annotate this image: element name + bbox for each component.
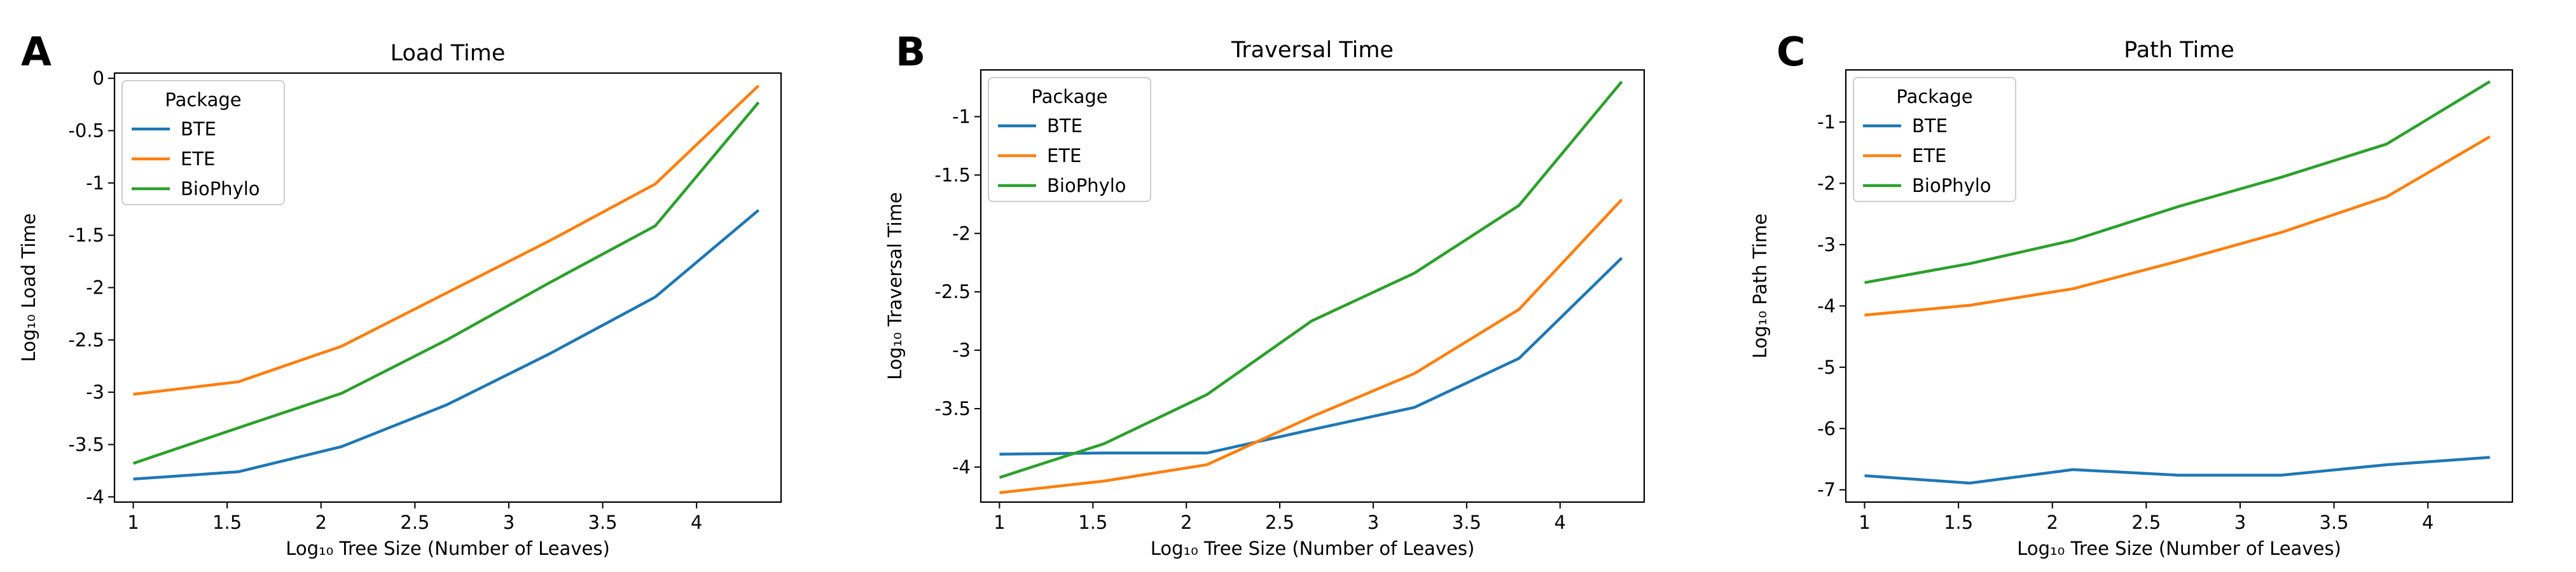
x-tick-label: 4 bbox=[1555, 512, 1566, 533]
y-tick-label: 0 bbox=[93, 67, 104, 89]
y-tick-label: -3.5 bbox=[68, 433, 104, 455]
y-tick-label: -2.5 bbox=[68, 329, 104, 351]
legend-title: Package bbox=[1031, 86, 1107, 107]
y-tick-label: -0.5 bbox=[68, 120, 104, 142]
x-tick-label: 1.5 bbox=[212, 512, 242, 533]
legend-entry-ete: ETE bbox=[181, 148, 215, 170]
series-line-biophylo bbox=[1864, 80, 2491, 284]
plot-frame bbox=[980, 69, 1645, 503]
chart-title: Load Time bbox=[391, 41, 506, 66]
legend-title: Package bbox=[165, 89, 241, 111]
legend-box bbox=[121, 80, 285, 205]
y-tick-label: -4 bbox=[1817, 295, 1836, 317]
y-tick-label: -3 bbox=[86, 381, 104, 403]
legend: Package BTE ETE BioPhylo bbox=[1853, 77, 2016, 202]
series-line-ete bbox=[999, 198, 1623, 494]
x-tick-label: 4 bbox=[2422, 512, 2434, 533]
legend-entry-biophylo: BioPhylo bbox=[181, 178, 260, 200]
y-tick-label: -6 bbox=[1817, 418, 1836, 439]
y-tick-label: -1.5 bbox=[68, 224, 104, 246]
x-tick-label: 2 bbox=[315, 512, 327, 533]
legend: Package BTE ETE BioPhylo bbox=[988, 77, 1151, 202]
y-tick-label: -7 bbox=[1817, 479, 1836, 501]
y-tick-label: -2 bbox=[86, 277, 104, 299]
y-tick-label: -1.5 bbox=[934, 164, 971, 186]
series-line-bte bbox=[999, 257, 1623, 456]
x-tick-label: 3 bbox=[1368, 512, 1379, 533]
legend-entry-bte: BTE bbox=[1047, 115, 1083, 137]
chart-panel-b: B Traversal Time 1 1.5 2 2.5 3 3.5 4 -4 -3.5 -3 -2.5… bbox=[884, 29, 1645, 559]
series-line-ete bbox=[1864, 135, 2491, 317]
series-line-biophylo bbox=[132, 101, 760, 465]
y-axis-label: Log₁₀ Path Time bbox=[1749, 214, 1771, 358]
x-tick-label: 3 bbox=[503, 512, 515, 533]
panel-letter: A bbox=[21, 29, 52, 75]
x-axis-label: Log₁₀ Tree Size (Number of Leaves) bbox=[286, 538, 610, 559]
x-tick-label: 1.5 bbox=[1078, 512, 1107, 533]
legend-entry-biophylo: BioPhylo bbox=[1912, 175, 1991, 196]
y-tick-label: -2.5 bbox=[934, 281, 971, 303]
x-tick-label: 1 bbox=[127, 512, 139, 533]
x-tick-label: 1 bbox=[994, 512, 1005, 533]
legend-entry-ete: ETE bbox=[1912, 145, 1946, 167]
series-line-ete bbox=[133, 85, 760, 396]
y-tick-label: -1 bbox=[86, 172, 104, 194]
x-tick-label: 2.5 bbox=[400, 512, 429, 533]
x-tick-label: 2.5 bbox=[1265, 512, 1294, 533]
x-tick-label: 3.5 bbox=[2319, 512, 2348, 533]
y-tick-label: -5 bbox=[1817, 357, 1836, 378]
legend-entry-bte: BTE bbox=[181, 118, 216, 140]
x-tick-label: 4 bbox=[691, 512, 702, 533]
legend: Package BTE ETE BioPhylo bbox=[121, 80, 285, 205]
y-tick-label: -2 bbox=[952, 222, 971, 244]
y-tick-label: -1 bbox=[952, 106, 971, 128]
x-axis-label: Log₁₀ Tree Size (Number of Leaves) bbox=[1151, 538, 1475, 559]
y-tick-label: -4 bbox=[86, 486, 104, 508]
x-tick-label: 1 bbox=[1859, 512, 1870, 533]
x-tick-label: 2 bbox=[1181, 512, 1192, 533]
legend-box bbox=[1853, 77, 2016, 202]
y-axis-label: Log₁₀ Load Time bbox=[18, 213, 39, 362]
y-tick-label: -3.5 bbox=[934, 398, 971, 419]
series-line-bte bbox=[1864, 456, 2490, 485]
series-line-biophylo bbox=[999, 80, 1623, 479]
legend-box bbox=[988, 77, 1151, 202]
y-axis-label: Log₁₀ Traversal Time bbox=[884, 192, 906, 379]
x-axis-label: Log₁₀ Tree Size (Number of Leaves) bbox=[2017, 538, 2341, 559]
y-tick-label: -3 bbox=[952, 339, 971, 361]
y-tick-label: -1 bbox=[1817, 111, 1836, 133]
y-tick-label: -4 bbox=[952, 456, 971, 478]
panel-letter: C bbox=[1776, 29, 1806, 75]
x-tick-label: 3.5 bbox=[588, 512, 617, 533]
x-tick-label: 3 bbox=[2234, 512, 2246, 533]
chart-panel-a: A Load Time 1 1.5 2 2.5 3 3.5 4 -4 -3.5 -3 -2.5 -2 -1.… bbox=[18, 29, 782, 559]
panel-letter: B bbox=[896, 29, 925, 75]
legend-entry-biophylo: BioPhylo bbox=[1047, 175, 1126, 196]
y-tick-label: -3 bbox=[1817, 234, 1836, 255]
plot-frame bbox=[1845, 69, 2514, 503]
chart-panel-c: C Path Time 1 1.5 2 2.5 3 3.5 4 -7 -6 -5 -4 -3 -2 -1 Log… bbox=[1749, 29, 2514, 559]
y-tick-label: -2 bbox=[1817, 172, 1836, 194]
x-tick-label: 3.5 bbox=[1452, 512, 1481, 533]
x-tick-label: 1.5 bbox=[1944, 512, 1973, 533]
series-line-bte bbox=[133, 208, 760, 481]
chart-title: Traversal Time bbox=[1231, 37, 1394, 63]
legend-entry-bte: BTE bbox=[1912, 115, 1948, 137]
x-tick-label: 2.5 bbox=[2131, 512, 2161, 533]
legend-title: Package bbox=[1896, 86, 1972, 107]
legend-entry-ete: ETE bbox=[1047, 145, 1081, 167]
chart-title: Path Time bbox=[2124, 37, 2234, 63]
x-tick-label: 2 bbox=[2047, 512, 2058, 533]
